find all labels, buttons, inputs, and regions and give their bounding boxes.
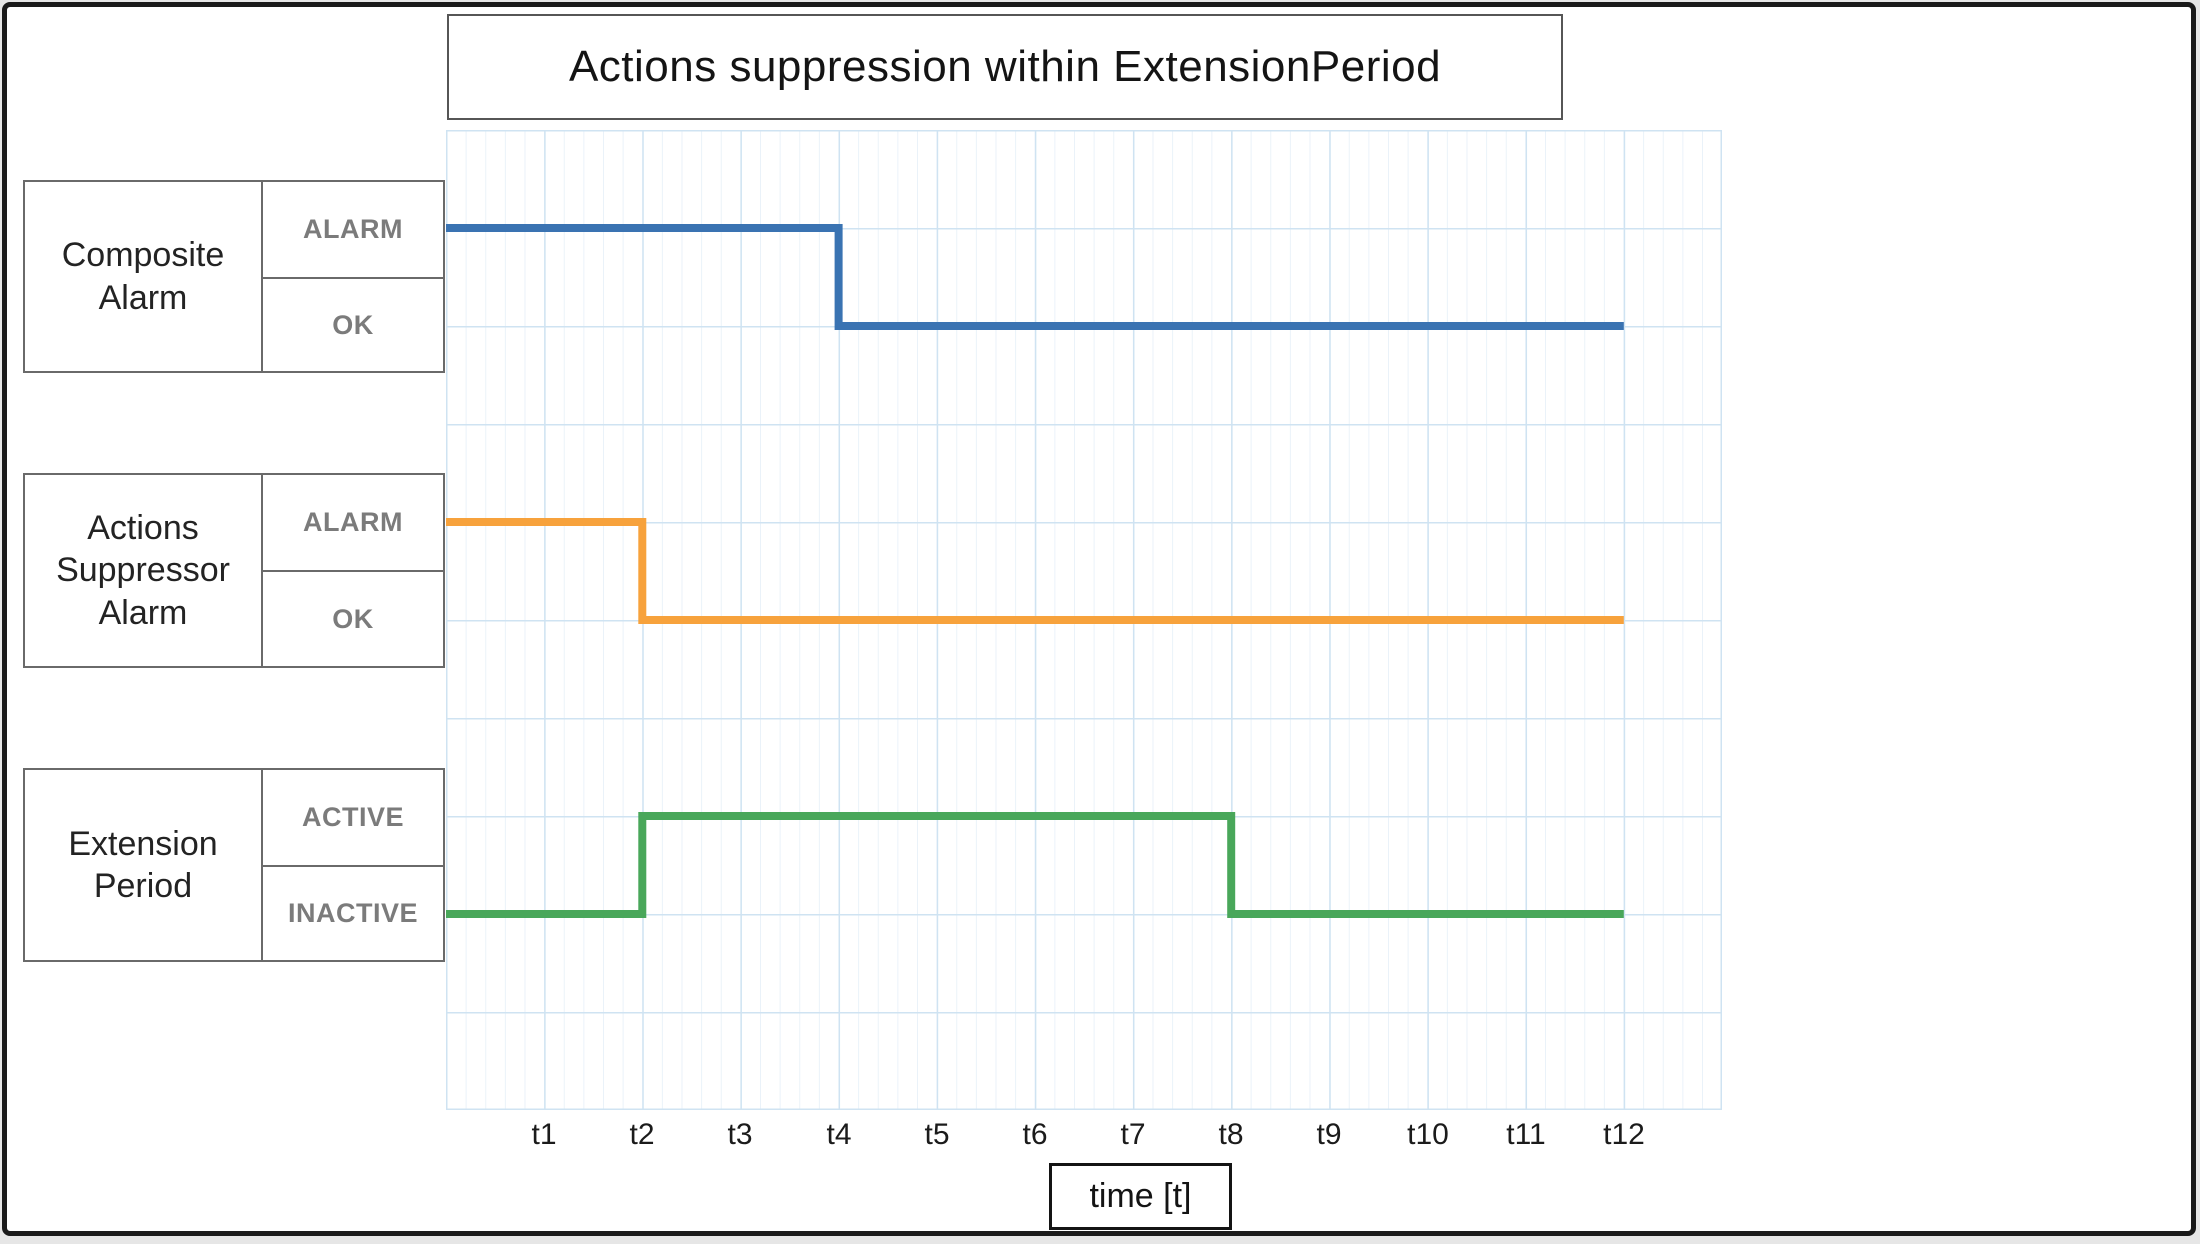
plot-area [446, 130, 1722, 1110]
x-tick-t10: t10 [1407, 1118, 1449, 1151]
state-box-composite-alarm-alarm: ALARM [261, 180, 445, 279]
state-label-extension-period-inactive: INACTIVE [287, 898, 418, 928]
x-tick-t1: t1 [531, 1118, 557, 1151]
x-tick-t3: t3 [727, 1118, 753, 1151]
diagram-title-box: Actions suppression within ExtensionPeri… [447, 14, 1563, 120]
timeline-plot [446, 224, 1624, 918]
state-box-composite-alarm-ok: OK [261, 277, 445, 373]
state-box-extension-period-inactive: INACTIVE [261, 865, 445, 962]
state-box-extension-period-active: ACTIVE [261, 768, 445, 867]
state-label-composite-alarm-alarm: ALARM [303, 214, 403, 244]
state-label-extension-period-active: ACTIVE [301, 802, 404, 832]
x-axis-label: time [t] [1089, 1177, 1192, 1215]
series-line-extension-period [446, 812, 1624, 918]
state-box-actions-suppressor-alarm: ALARM [261, 473, 445, 572]
x-tick-t11: t11 [1506, 1118, 1546, 1151]
x-tick-t4: t4 [826, 1118, 852, 1151]
x-tick-t2: t2 [629, 1118, 655, 1151]
x-tick-t9: t9 [1316, 1118, 1342, 1151]
diagram-title: Actions suppression within ExtensionPeri… [568, 42, 1442, 91]
x-tick-t12: t12 [1603, 1118, 1645, 1151]
legend-label-extension-period: Extension Period [68, 824, 218, 906]
series-line-composite-alarm [446, 224, 1624, 330]
legend-box-actions-suppressor: Actions Suppressor Alarm [23, 473, 263, 668]
x-tick-t5: t5 [924, 1118, 950, 1151]
state-box-actions-suppressor-ok: OK [261, 570, 445, 668]
legend-label-actions-suppressor: Actions Suppressor Alarm [56, 508, 230, 632]
legend-box-extension-period: Extension Period [23, 768, 263, 962]
legend-label-composite-alarm: Composite Alarm [61, 236, 225, 317]
legend-box-composite-alarm: Composite Alarm [23, 180, 263, 373]
state-label-actions-suppressor-ok: OK [332, 603, 374, 634]
x-tick-t7: t7 [1120, 1118, 1146, 1151]
state-label-actions-suppressor-alarm: ALARM [303, 507, 403, 537]
x-tick-t6: t6 [1022, 1118, 1048, 1151]
x-tick-t8: t8 [1218, 1118, 1244, 1151]
series-line-actions-suppressor-alarm [446, 518, 1624, 624]
state-label-composite-alarm-ok: OK [332, 309, 374, 340]
x-axis-label-box: time [t] [1049, 1163, 1232, 1230]
